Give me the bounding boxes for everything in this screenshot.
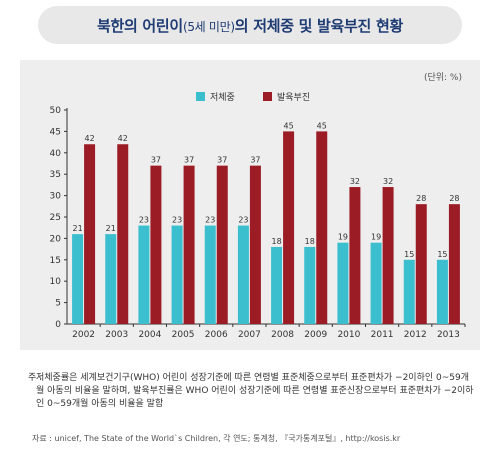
data-label: 45 (283, 121, 293, 130)
y-tick-label: 25 (50, 213, 61, 223)
bar-underweight (337, 242, 349, 324)
y-tick-label: 45 (50, 127, 61, 137)
x-tick-label: 2013 (437, 330, 460, 340)
bar-underweight (171, 225, 183, 324)
data-label: 23 (238, 216, 248, 225)
data-label: 23 (205, 216, 215, 225)
x-tick-label: 2010 (337, 330, 360, 340)
bar-underweight (204, 225, 216, 324)
data-label: 18 (271, 237, 281, 246)
y-tick-label: 15 (50, 256, 61, 266)
data-label: 42 (84, 134, 94, 143)
bar-stunting (183, 165, 195, 324)
legend-swatch-2 (263, 92, 272, 101)
footnote-lead: 주 : (28, 373, 43, 383)
data-label: 32 (383, 177, 393, 186)
legend-label-1: 저체중 (210, 92, 235, 103)
x-tick-label: 2003 (105, 330, 128, 340)
bar-stunting (84, 144, 96, 324)
bar-stunting (382, 187, 394, 324)
data-label: 19 (371, 233, 381, 242)
footnote-text: 저체중률은 세계보건기구(WHO) 어린이 성장기준에 따른 연령별 표준체중으… (36, 373, 474, 409)
x-tick-label: 2012 (404, 330, 427, 340)
bar-stunting (415, 204, 427, 324)
bar-underweight (105, 234, 117, 324)
bar-underweight (72, 234, 84, 324)
bar-stunting (448, 204, 460, 324)
y-tick-label: 30 (50, 192, 62, 202)
bar-stunting (349, 187, 361, 324)
bar-chart: (단위: %) 저체중 발육부진 0 5 10 15 20 25 30 35 40 45 50 21 42 20… (50, 72, 466, 340)
y-tick-label: 35 (50, 170, 61, 180)
data-label: 15 (437, 250, 447, 259)
x-tick-label: 2006 (205, 330, 228, 340)
data-label: 21 (72, 224, 82, 233)
bar-underweight (436, 259, 448, 324)
bar-stunting (216, 165, 228, 324)
bar-underweight (237, 225, 249, 324)
title-part-b: 의 저체중 및 발육부진 현황 (234, 16, 404, 35)
data-label: 15 (404, 250, 414, 259)
unit-label: (단위: %) (424, 72, 462, 83)
bar-underweight (370, 242, 382, 324)
x-tick-label: 2002 (72, 330, 95, 340)
data-label: 37 (184, 156, 194, 165)
y-tick-label: 40 (50, 149, 62, 159)
y-tick-label: 20 (50, 234, 62, 244)
data-label: 45 (317, 121, 327, 130)
x-tick-label: 2007 (238, 330, 261, 340)
bar-underweight (304, 246, 316, 324)
y-tick-label: 10 (50, 277, 62, 287)
data-label: 42 (118, 134, 128, 143)
legend-label-2: 발육부진 (277, 92, 310, 103)
title-part-a: 북한의 어린이 (97, 16, 183, 35)
bar-underweight (138, 225, 150, 324)
data-label: 23 (172, 216, 182, 225)
bar-stunting (117, 144, 129, 324)
x-tick-label: 2004 (138, 330, 161, 340)
bar-stunting (316, 131, 328, 324)
data-label: 18 (305, 237, 315, 246)
chart-panel: (단위: %) 저체중 발육부진 0 5 10 15 20 25 30 35 40 45 50 21 42 20… (20, 60, 480, 350)
data-label: 19 (338, 233, 348, 242)
title-banner: 북한의 어린이(5세 미만)의 저체중 및 발육부진 현황 (38, 6, 462, 44)
source-line: 자료 : unicef, The State of the World`s Ch… (32, 434, 401, 443)
y-tick-label: 50 (50, 106, 62, 116)
data-label: 37 (151, 156, 161, 165)
x-tick-label: 2008 (271, 330, 294, 340)
x-tick-label: 2005 (172, 330, 195, 340)
footnote: 주 : 저체중률은 세계보건기구(WHO) 어린이 성장기준에 따른 연령별 표… (28, 372, 476, 411)
bar-stunting (249, 165, 261, 324)
x-tick-label: 2011 (371, 330, 394, 340)
title-subtitle: (5세 미만) (182, 19, 235, 34)
bar-underweight (271, 246, 283, 324)
data-label: 21 (106, 224, 116, 233)
data-label: 28 (449, 194, 459, 203)
data-label: 32 (350, 177, 360, 186)
y-tick-label: 0 (55, 320, 61, 330)
data-label: 23 (139, 216, 149, 225)
chart-title: 북한의 어린이(5세 미만)의 저체중 및 발육부진 현황 (97, 15, 403, 36)
bar-stunting (283, 131, 295, 324)
data-label: 37 (217, 156, 227, 165)
y-tick-label: 5 (55, 299, 61, 309)
data-label: 37 (250, 156, 260, 165)
data-label: 28 (416, 194, 426, 203)
bar-stunting (150, 165, 162, 324)
legend-swatch-1 (196, 92, 205, 101)
bar-underweight (403, 259, 415, 324)
x-tick-label: 2009 (304, 330, 327, 340)
